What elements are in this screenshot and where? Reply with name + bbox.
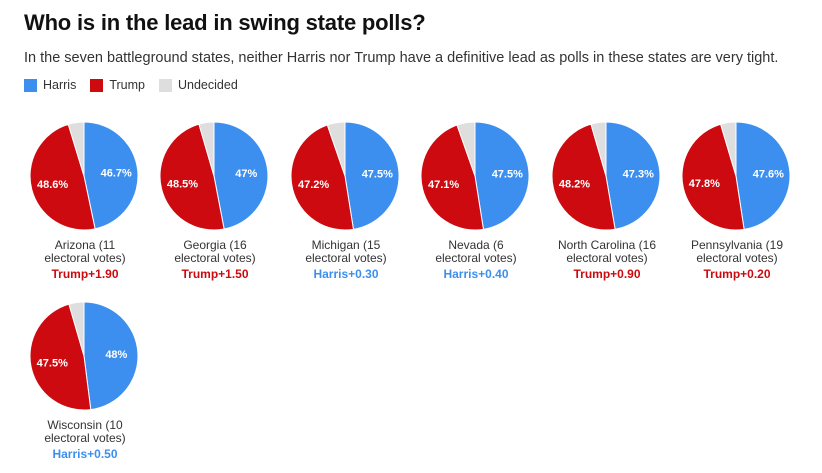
legend-swatch-trump bbox=[90, 78, 104, 92]
slice-undecided bbox=[67, 121, 85, 177]
slice-harris bbox=[213, 121, 269, 230]
slice-harris bbox=[735, 121, 791, 230]
state-name: Arizona (11 bbox=[54, 238, 116, 252]
legend-swatch-undecided bbox=[159, 78, 172, 92]
slice-harris bbox=[344, 121, 400, 230]
legend-label-undecided: Undecided bbox=[178, 78, 238, 92]
chart-subtitle: In the seven battleground states, neithe… bbox=[24, 50, 779, 66]
pie-svg: 47.6% 47.8% bbox=[681, 121, 791, 231]
pie-svg: 47.5% 47.2% bbox=[290, 121, 400, 231]
pie-svg: 46.7% 48.6% bbox=[29, 121, 139, 231]
data-label-harris: 46.7% bbox=[101, 168, 132, 180]
legend-label-harris: Harris bbox=[43, 78, 77, 92]
state-electoral-votes: electoral votes) bbox=[435, 251, 517, 265]
state-name: Pennsylvania (19 bbox=[690, 238, 784, 252]
slice-harris bbox=[474, 121, 530, 230]
data-label-harris: 48% bbox=[105, 349, 127, 361]
state-name: North Carolina (16 bbox=[557, 238, 657, 252]
data-label-trump: 47.1% bbox=[428, 179, 459, 191]
state-electoral-votes: electoral votes) bbox=[566, 251, 648, 265]
state-electoral-votes: electoral votes) bbox=[44, 431, 126, 445]
data-label-harris: 47.6% bbox=[753, 169, 784, 181]
lead-margin: Harris+0.30 bbox=[313, 267, 379, 281]
slice-undecided bbox=[68, 301, 85, 357]
lead-margin: Trump+0.20 bbox=[703, 267, 771, 281]
slice-trump bbox=[551, 123, 616, 231]
legend-label-trump: Trump bbox=[109, 78, 145, 92]
state-electoral-votes: electoral votes) bbox=[44, 251, 126, 265]
pie-chart-3: 47.5% 47.2% Michigan (15 electoral votes) Ha… bbox=[281, 121, 411, 292]
data-label-harris: 47.5% bbox=[362, 168, 393, 180]
data-label-harris: 47.5% bbox=[492, 168, 523, 180]
state-label: Michigan (15 electoral votes) bbox=[281, 239, 411, 265]
slice-trump bbox=[290, 124, 355, 231]
slice-undecided bbox=[590, 121, 607, 177]
slice-undecided bbox=[326, 121, 346, 177]
data-label-trump: 48.5% bbox=[167, 179, 198, 191]
slice-trump bbox=[29, 303, 92, 411]
slice-trump bbox=[29, 123, 96, 231]
legend-item-trump: Trump bbox=[90, 78, 145, 92]
pie-chart-2: 47% 48.5% Georgia (16 electoral votes) Trump… bbox=[150, 121, 280, 292]
legend-item-harris: Harris bbox=[24, 78, 76, 92]
pie-svg: 48% 47.5% bbox=[29, 301, 139, 411]
legend-item-undecided: Undecided bbox=[159, 78, 238, 92]
state-label: Nevada (6 electoral votes) bbox=[411, 239, 541, 265]
pie-chart-6: 47.6% 47.8% Pennsylvania (19 electoral vote… bbox=[672, 121, 802, 292]
pie-svg: 47.3% 48.2% bbox=[551, 121, 661, 231]
data-label-trump: 48.6% bbox=[37, 179, 68, 191]
pie-chart-1: 46.7% 48.6% Arizona (11 electoral votes) Tru… bbox=[20, 121, 150, 292]
chart-title: Who is in the lead in swing state polls? bbox=[24, 10, 426, 35]
slice-harris bbox=[83, 301, 139, 411]
lead-margin: Harris+0.50 bbox=[52, 447, 118, 461]
data-label-harris: 47% bbox=[235, 168, 257, 180]
data-label-trump: 48.2% bbox=[559, 178, 590, 190]
state-electoral-votes: electoral votes) bbox=[174, 251, 256, 265]
pie-svg: 47% 48.5% bbox=[159, 121, 269, 231]
legend: Harris Trump Undecided bbox=[24, 78, 238, 92]
data-label-harris: 47.3% bbox=[623, 168, 654, 180]
legend-swatch-harris bbox=[24, 78, 37, 92]
lead-margin: Trump+1.50 bbox=[181, 267, 249, 281]
lead-margin: Harris+0.40 bbox=[443, 267, 509, 281]
pie-chart-7: 48% 47.5% Wisconsin (10 electoral votes) Har… bbox=[20, 301, 150, 472]
state-name: Wisconsin (10 bbox=[47, 418, 123, 432]
pie-svg: 47.5% 47.1% bbox=[420, 121, 530, 231]
slice-harris bbox=[83, 121, 139, 230]
state-name: Georgia (16 bbox=[183, 238, 247, 252]
slice-harris bbox=[605, 121, 661, 230]
state-label: Georgia (16 electoral votes) bbox=[150, 239, 280, 265]
lead-margin: Trump+0.90 bbox=[573, 267, 641, 281]
state-electoral-votes: electoral votes) bbox=[696, 251, 778, 265]
state-name: Michigan (15 bbox=[311, 238, 381, 252]
slice-undecided bbox=[456, 121, 476, 177]
state-label: Wisconsin (10 electoral votes) bbox=[20, 419, 150, 445]
pie-chart-4: 47.5% 47.1% Nevada (6 electoral votes) Harri… bbox=[411, 121, 541, 292]
slice-trump bbox=[681, 123, 745, 231]
state-name: Nevada (6 bbox=[448, 238, 504, 252]
state-label: Pennsylvania (19 electoral votes) bbox=[672, 239, 802, 265]
state-label: North Carolina (16 electoral votes) bbox=[542, 239, 672, 265]
pie-chart-5: 47.3% 48.2% North Carolina (16 electoral vo… bbox=[542, 121, 672, 292]
slice-trump bbox=[159, 123, 225, 231]
slice-trump bbox=[420, 124, 485, 231]
slice-undecided bbox=[198, 121, 215, 177]
lead-margin: Trump+1.90 bbox=[51, 267, 119, 281]
state-electoral-votes: electoral votes) bbox=[305, 251, 387, 265]
data-label-trump: 47.5% bbox=[37, 358, 68, 370]
slice-undecided bbox=[719, 121, 737, 177]
state-label: Arizona (11 electoral votes) bbox=[20, 239, 150, 265]
data-label-trump: 47.8% bbox=[689, 178, 720, 190]
data-label-trump: 47.2% bbox=[298, 179, 329, 191]
